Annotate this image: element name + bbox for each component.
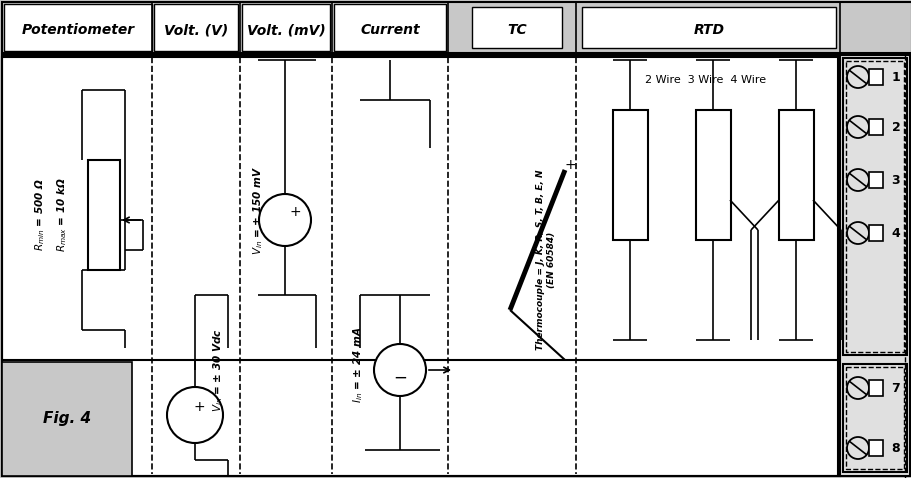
Text: RTD: RTD — [692, 23, 723, 37]
Bar — [2, 2, 911, 53]
Text: Fig. 4: Fig. 4 — [43, 412, 91, 426]
Text: 4: 4 — [891, 227, 899, 239]
Circle shape — [167, 387, 223, 443]
Bar — [839, 55, 909, 476]
Text: +: + — [289, 205, 301, 219]
Circle shape — [846, 377, 868, 399]
Circle shape — [846, 66, 868, 88]
Text: Current: Current — [360, 23, 419, 37]
Text: 2: 2 — [891, 120, 899, 133]
Text: 7: 7 — [891, 381, 899, 394]
Text: 3: 3 — [891, 174, 899, 186]
Text: 1: 1 — [891, 70, 899, 84]
Text: −: − — [393, 369, 406, 387]
Text: $I_{in}$ = ± 24 mA: $I_{in}$ = ± 24 mA — [351, 327, 364, 403]
Bar — [842, 364, 906, 472]
Bar — [868, 440, 882, 456]
Bar — [4, 4, 152, 51]
Text: $R_{max}$ = 10 kΩ: $R_{max}$ = 10 kΩ — [55, 178, 69, 252]
Text: Thermocouple = J, K, R, S, T, B, E, N
(EN 60584): Thermocouple = J, K, R, S, T, B, E, N (E… — [536, 170, 555, 350]
Bar — [868, 172, 882, 188]
Text: 2 Wire  3 Wire  4 Wire: 2 Wire 3 Wire 4 Wire — [645, 75, 766, 85]
Bar — [868, 380, 882, 396]
Bar — [87, 160, 120, 270]
Text: Volt. (mV): Volt. (mV) — [246, 23, 325, 37]
Bar — [2, 55, 839, 476]
Circle shape — [259, 194, 311, 246]
Text: $R_{min}$ = 500 Ω: $R_{min}$ = 500 Ω — [33, 179, 46, 251]
Bar — [612, 110, 648, 240]
Bar — [868, 119, 882, 135]
Bar — [778, 110, 814, 240]
Text: Volt. (V): Volt. (V) — [164, 23, 228, 37]
Bar — [2, 57, 837, 476]
Bar — [842, 58, 906, 355]
Bar — [472, 7, 561, 48]
Circle shape — [846, 116, 868, 138]
Bar — [2, 362, 132, 476]
Text: +: + — [193, 400, 205, 414]
Bar — [581, 7, 835, 48]
Circle shape — [846, 437, 868, 459]
Text: 8: 8 — [891, 442, 899, 455]
Circle shape — [846, 222, 868, 244]
Text: $V_{in}$ = ± 150 mV: $V_{in}$ = ± 150 mV — [251, 165, 264, 254]
Bar — [845, 367, 903, 469]
Circle shape — [374, 344, 425, 396]
Bar — [845, 61, 903, 352]
Bar — [868, 225, 882, 241]
Bar — [333, 4, 445, 51]
Bar — [868, 69, 882, 85]
Circle shape — [846, 169, 868, 191]
Bar — [695, 110, 731, 240]
Text: Potentiometer: Potentiometer — [22, 23, 135, 37]
Bar — [241, 4, 330, 51]
Text: +: + — [564, 158, 575, 172]
Bar — [154, 4, 238, 51]
Text: TC: TC — [507, 23, 527, 37]
Text: $V_{in}$ = ± 30 Vdc: $V_{in}$ = ± 30 Vdc — [210, 328, 225, 412]
